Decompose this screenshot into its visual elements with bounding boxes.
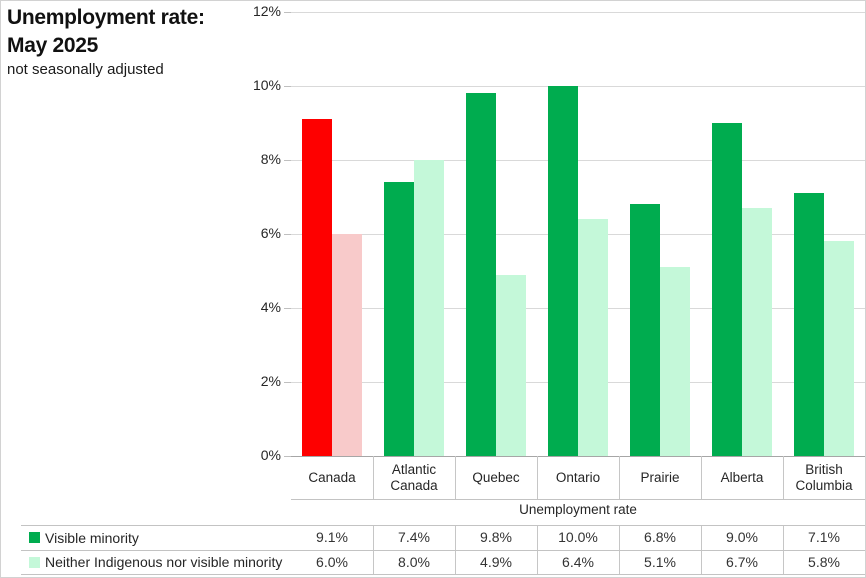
bar-series1-prairie [660,267,690,456]
bar-series1-atlantic-canada [414,160,444,456]
table-column-divider [455,525,456,574]
category-divider [783,456,784,499]
table-value-series1-col3: 6.4% [562,554,594,570]
x-axis-label-line: Columbia [795,478,853,493]
table-value-series1-col6: 5.8% [808,554,840,570]
bar-series0-ontario [548,86,578,456]
x-axis-label-line: Atlantic [391,462,437,477]
legend-item-series1: Neither Indigenous nor visible minority [29,550,282,574]
table-value-series1-col4: 5.1% [644,554,676,570]
table-value-series1-col1: 8.0% [398,554,430,570]
gridline-8% [291,160,865,161]
legend-label-series1: Neither Indigenous nor visible minority [45,554,283,570]
x-axis-label-line: Quebec [472,470,520,485]
category-divider [619,456,620,499]
legend-swatch-series0 [29,532,40,543]
x-axis-label-alberta: Alberta [701,457,783,499]
bar-series1-alberta [742,208,772,456]
category-divider [701,456,702,499]
bar-series0-quebec [466,93,496,456]
table-line-row1 [21,525,865,526]
table-value-series0-col4: 6.8% [644,529,676,545]
legend-swatch-series1 [29,556,40,568]
table-column-divider [373,525,374,574]
table-value-series1-col5: 6.7% [726,554,758,570]
table-value-series0-col6: 7.1% [808,529,840,545]
bar-series1-quebec [496,275,526,456]
table-value-series0-col2: 9.8% [480,529,512,545]
bar-series0-british-columbia [794,193,824,456]
bar-series0-canada [302,119,332,456]
y-axis-tick [284,308,291,309]
x-axis-label-atlantic-canada: Atlantic Canada [373,457,455,499]
chart-title-line-2: May 2025 [7,34,99,57]
x-axis-label-prairie: Prairie [619,457,701,499]
x-axis-label-quebec: Quebec [455,457,537,499]
table-line-bottom [21,574,865,575]
x-axis-label-line: British [805,462,843,477]
gridline-12% [291,12,865,13]
x-axis-label-line: Prairie [640,470,680,485]
table-value-series0-col0: 9.1% [316,529,348,545]
chart-subtitle: not seasonally adjusted [7,61,164,78]
table-value-series0-col3: 10.0% [558,529,598,545]
y-axis-tick [284,234,291,235]
table-column-divider [619,525,620,574]
x-axis-label-british-columbia: British Columbia [783,457,865,499]
chart-title-block: Unemployment rate: May 2025 not seasonal… [7,4,267,80]
table-column-divider [701,525,702,574]
y-axis-label: 12% [252,3,281,19]
table-line-row2 [21,550,865,551]
y-axis-label: 2% [260,373,281,389]
gridline-10% [291,86,865,87]
y-axis-label: 8% [260,151,281,167]
y-axis-tick [284,160,291,161]
y-axis-label: 10% [252,77,281,93]
y-axis-label: 0% [260,447,281,463]
category-divider [455,456,456,499]
table-value-series1-col0: 6.0% [316,554,348,570]
x-axis-label-line: Canada [308,470,356,485]
x-axis-label-line: Ontario [555,470,601,485]
y-axis-label: 6% [260,225,281,241]
table-value-series1-col2: 4.9% [480,554,512,570]
y-axis-label: 4% [260,299,281,315]
bar-series0-atlantic-canada [384,182,414,456]
bar-series0-alberta [712,123,742,456]
x-axis-label-line: Canada [390,478,438,493]
legend-label-series0: Visible minority [45,529,139,546]
bar-series1-ontario [578,219,608,456]
x-axis-label-canada: Canada [291,457,373,499]
y-axis-tick [284,12,291,13]
x-axis-label-line: Alberta [720,470,764,485]
bar-series1-british-columbia [824,241,854,456]
table-column-divider [537,525,538,574]
y-axis-tick [284,86,291,87]
bar-series1-canada [332,234,362,456]
bar-series0-prairie [630,204,660,456]
table-value-series0-col5: 9.0% [726,529,758,545]
x-axis-label-ontario: Ontario [537,457,619,499]
legend-item-series0: Visible minority [29,525,139,550]
category-divider [537,456,538,499]
table-value-series0-col1: 7.4% [398,529,430,545]
x-axis-line [291,456,865,457]
y-axis-tick [284,382,291,383]
category-divider [373,456,374,499]
table-column-divider [783,525,784,574]
x-axis-title: Unemployment rate [519,502,637,517]
y-axis-tick [284,456,291,457]
chart-title-line-1: Unemployment rate: [7,6,205,29]
table-line-top [291,499,865,500]
